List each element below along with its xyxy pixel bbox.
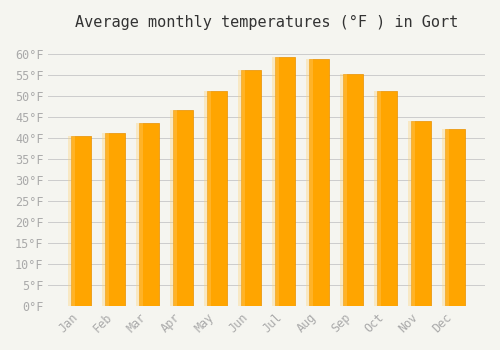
Bar (275, 57, 295, 306)
Title: Average monthly temperatures (°F ) in Gort: Average monthly temperatures (°F ) in Go… (75, 15, 458, 30)
Bar (340, 74, 347, 306)
Bar (204, 91, 212, 306)
Bar (170, 110, 177, 306)
Bar (374, 91, 382, 306)
Bar (238, 70, 246, 306)
Bar (272, 57, 280, 306)
Bar (136, 123, 143, 306)
Bar (207, 91, 227, 306)
Bar (343, 74, 363, 306)
Bar (306, 58, 314, 306)
Bar (102, 133, 110, 306)
Bar (411, 121, 431, 306)
Bar (68, 135, 76, 306)
Bar (241, 70, 261, 306)
Bar (408, 121, 416, 306)
Bar (442, 129, 450, 306)
Bar (71, 135, 91, 306)
Bar (377, 91, 397, 306)
Bar (173, 110, 193, 306)
Bar (309, 58, 329, 306)
Bar (139, 123, 159, 306)
Bar (105, 133, 125, 306)
Bar (445, 129, 465, 306)
